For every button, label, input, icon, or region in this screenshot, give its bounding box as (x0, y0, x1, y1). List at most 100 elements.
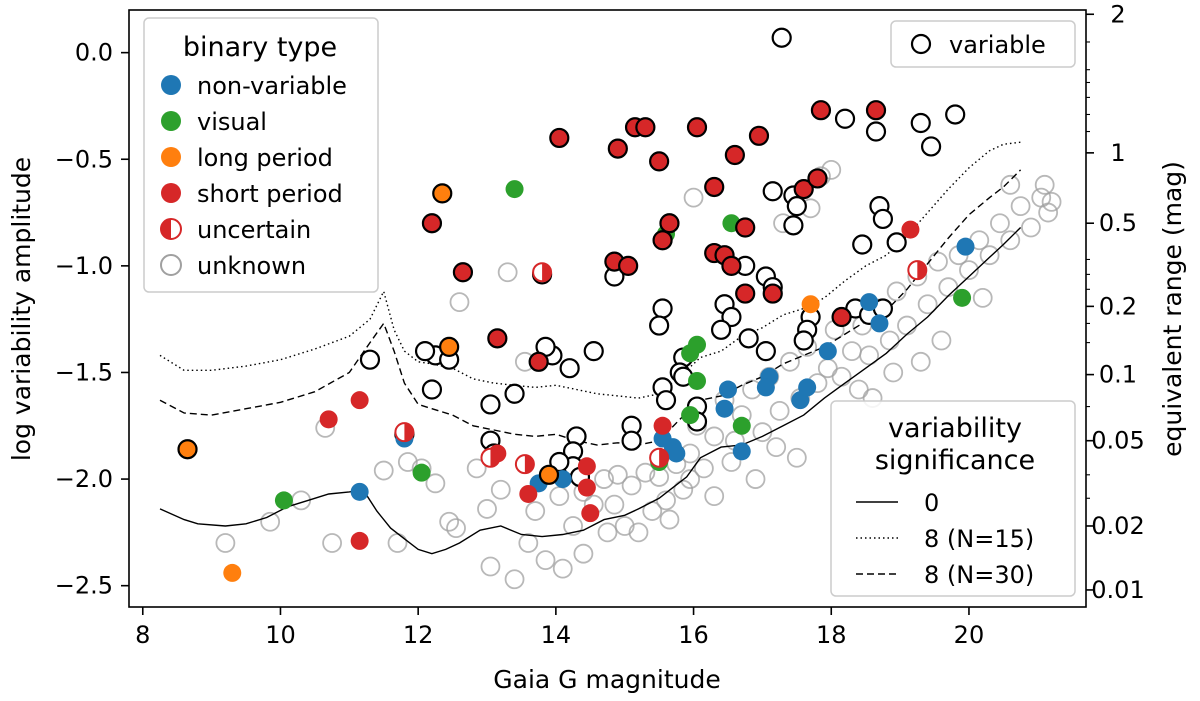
legend-marker (161, 183, 181, 203)
unknown-point (573, 543, 594, 564)
short-period-point (865, 100, 887, 121)
uncertain-half (917, 261, 927, 280)
short-period-point (577, 478, 596, 497)
visual-point (412, 463, 431, 482)
unknown-point (910, 351, 931, 372)
unknown-point (680, 469, 701, 489)
short-period-point (350, 391, 369, 410)
unknown-point (607, 464, 628, 485)
y2-tick-label: 2 (1110, 0, 1125, 28)
plot-frame (128, 9, 1087, 608)
unknown-point (397, 452, 418, 472)
significance-curve (159, 227, 1022, 555)
visual-point (732, 416, 751, 435)
uncertain-point (649, 447, 670, 468)
unknown-point (1041, 191, 1062, 212)
unknown-point (635, 462, 656, 483)
short-period-point (721, 255, 742, 276)
y-axis-label: log variability amplitude (7, 157, 36, 461)
variable-point (414, 341, 436, 362)
uncertain-half (524, 455, 534, 474)
unknown-point (466, 458, 487, 479)
legend-binary-label: uncertain (197, 216, 311, 244)
short-period-point (635, 117, 656, 138)
unknown-point (959, 260, 979, 281)
non-variable-point (715, 399, 734, 418)
uncertain-point (480, 447, 501, 468)
y-axis: 0.0 −0.5 −1.0 −1.5 −2.0 −2.5 (55, 39, 129, 600)
unknown-point (656, 490, 676, 511)
short-period-point (724, 144, 745, 166)
variable-point (786, 196, 807, 217)
unknown-point (490, 479, 511, 500)
y-tick-label: −1.5 (55, 358, 113, 386)
binary-points (177, 100, 975, 582)
unknown-point (425, 473, 446, 494)
legend-marker (161, 111, 181, 131)
short-period-point (581, 504, 600, 523)
non-variable-point (718, 380, 737, 399)
non-variable-point (870, 314, 889, 333)
unknown-point (604, 494, 625, 515)
variable-point (583, 341, 604, 362)
short-period-point (452, 262, 474, 283)
y2-tick-label: 0.5 (1099, 209, 1137, 237)
unknown-point (614, 516, 635, 536)
visual-point (274, 491, 293, 510)
x-axis-label: Gaia G magnitude (493, 665, 720, 694)
y2-tick-label: 0.2 (1099, 292, 1137, 320)
variable-point (421, 379, 443, 400)
short-period-point (831, 306, 852, 328)
unknown-point (745, 469, 766, 489)
y-tick-label: −0.5 (55, 145, 113, 173)
non-variable-point (956, 237, 975, 256)
x-tick-label: 10 (265, 621, 296, 649)
variable-points (359, 27, 966, 488)
legend-significance: variability significance 0 8 (N=15) 8 (N=3… (830, 400, 1076, 597)
unknown-point (786, 447, 807, 468)
variable-point (865, 121, 887, 142)
x-tick-label: 8 (135, 621, 150, 649)
unknown-point (972, 287, 993, 308)
unknown-point (1000, 230, 1021, 251)
legend-sig-label: 8 (N=15) (924, 525, 1034, 553)
short-period-point (549, 127, 570, 149)
visual-point (688, 335, 707, 354)
variable-point (621, 430, 642, 451)
legend-variable: variable (890, 20, 1076, 68)
non-variable-point (798, 378, 817, 397)
legend-marker (161, 75, 181, 95)
short-period-point (319, 410, 338, 429)
legend-binary-label: visual (197, 108, 267, 136)
short-period-point (793, 179, 814, 200)
unknown-point (480, 556, 501, 577)
non-variable-point (350, 482, 369, 501)
unknown-point (449, 292, 470, 313)
legend-binary-title: binary type (183, 32, 337, 63)
unknown-point (1034, 174, 1055, 195)
variable-point (872, 208, 893, 230)
short-period-point (607, 138, 628, 159)
short-period-point (748, 125, 770, 146)
y2-tick-label: 0.01 (1091, 576, 1144, 604)
unknown-point (594, 469, 614, 489)
legend-marker (160, 254, 182, 276)
variable-point (886, 232, 907, 253)
variable-point (771, 27, 792, 48)
variable-point (480, 394, 501, 415)
y2-axis-label: equivalent range (mag) (1158, 161, 1187, 457)
short-period-point (421, 213, 443, 234)
y-tick-label: −2.0 (55, 465, 113, 493)
variable-point (711, 319, 732, 340)
unknown-point (518, 533, 539, 553)
long-period-point (801, 295, 820, 314)
x-tick-label: 18 (816, 621, 847, 649)
variable-point (504, 383, 525, 404)
legend-variable-marker (910, 33, 932, 55)
variable-point (793, 330, 814, 351)
variable-point (359, 349, 381, 370)
legend-sig-label: 8 (N=30) (924, 561, 1034, 589)
short-period-point (519, 484, 538, 503)
long-period-point (538, 464, 560, 485)
